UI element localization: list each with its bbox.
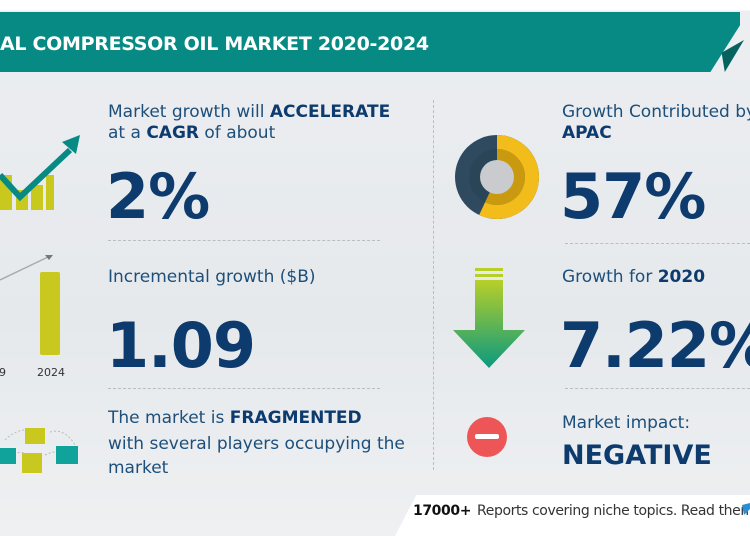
year-label-end: 2024 — [37, 366, 65, 379]
trend-chart-icon — [0, 135, 80, 210]
incremental-value: 1.09 — [106, 309, 256, 382]
page-title: AL COMPRESSOR OIL MARKET 2020-2024 — [0, 33, 429, 55]
bar-growth-icon — [0, 255, 60, 355]
incremental-label: Incremental growth ($B) — [108, 267, 316, 287]
buildings-network-icon — [0, 428, 78, 473]
footer-strip — [395, 495, 750, 536]
divider — [565, 243, 750, 244]
region-label: Growth Contributed by — [562, 102, 750, 122]
divider — [108, 388, 380, 389]
yoy-value: 7.22% — [560, 309, 750, 382]
fragmented-line1: The market is FRAGMENTED — [108, 408, 362, 428]
title-banner — [0, 12, 740, 72]
fragmented-line3: market — [108, 458, 169, 478]
yoy-label: Growth for 2020 — [562, 267, 706, 287]
region-value: 57% — [560, 160, 706, 233]
footer-text[interactable]: 17000+ Reports covering niche topics. Rea… — [413, 503, 750, 519]
year-label-start: 2019 — [0, 366, 6, 379]
donut-chart-icon — [455, 135, 540, 219]
column-divider — [433, 100, 434, 470]
logo-icon — [742, 503, 750, 515]
down-arrow-icon — [453, 268, 525, 368]
minus-circle-icon — [467, 417, 507, 457]
cagr-value: 2% — [106, 160, 210, 233]
fragmented-line2: with several players occupying the — [108, 434, 405, 454]
cagr-label-line1: Market growth will ACCELERATE — [108, 102, 391, 122]
region-name: APAC — [562, 123, 612, 143]
cagr-label-line2: at a CAGR of about — [108, 123, 276, 143]
divider — [565, 388, 750, 389]
impact-label: Market impact: — [562, 413, 691, 433]
impact-value: NEGATIVE — [562, 440, 712, 471]
divider — [108, 240, 380, 241]
